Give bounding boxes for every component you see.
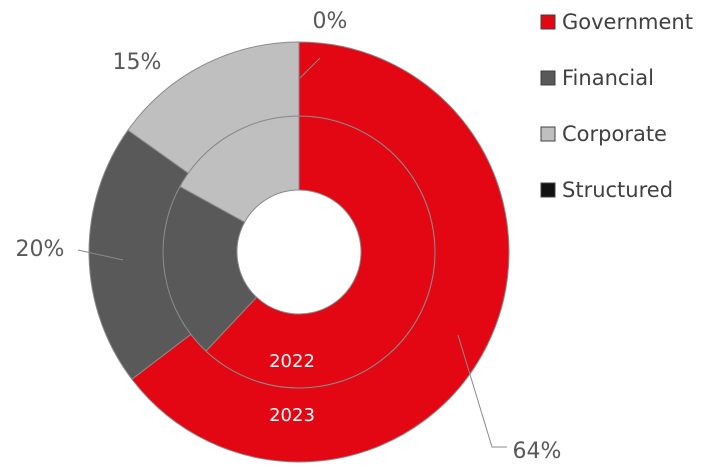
legend-label: Government	[562, 10, 693, 34]
legend-swatch	[540, 182, 556, 198]
ring-label: 2022	[269, 351, 315, 372]
legend-label: Corporate	[562, 122, 667, 146]
leader-line	[77, 249, 124, 261]
data-label: 15%	[113, 50, 162, 75]
donut-segment	[88, 129, 192, 380]
donut-segment	[131, 41, 510, 463]
data-label: 20%	[16, 237, 65, 262]
ring-label: 2023	[269, 405, 315, 426]
legend-label: Structured	[562, 178, 673, 202]
leader-line	[299, 57, 321, 79]
legend-swatch	[540, 126, 556, 142]
legend-swatch	[540, 14, 556, 30]
legend-label: Financial	[562, 66, 654, 90]
data-label: 0%	[313, 9, 348, 34]
data-label: 64%	[513, 439, 562, 464]
leader-line	[457, 334, 507, 448]
legend-swatch	[540, 70, 556, 86]
